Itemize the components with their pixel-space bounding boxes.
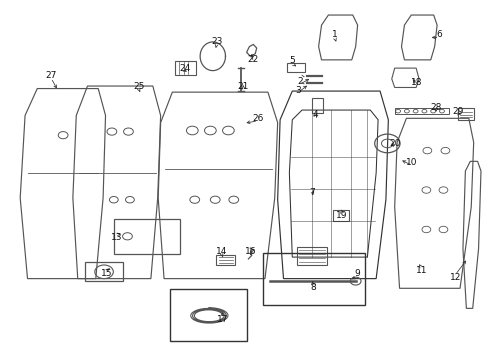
Bar	[394, 108, 448, 114]
Text: 29: 29	[451, 107, 463, 116]
Text: 11: 11	[415, 266, 427, 275]
Text: 26: 26	[252, 114, 264, 123]
Text: 17: 17	[216, 315, 228, 324]
Text: 8: 8	[309, 283, 315, 292]
Text: 27: 27	[45, 71, 57, 80]
Text: 28: 28	[429, 103, 441, 112]
Text: 12: 12	[448, 273, 460, 282]
Bar	[170, 289, 247, 341]
Text: 13: 13	[111, 233, 122, 242]
Bar	[297, 247, 327, 265]
Text: 14: 14	[216, 247, 227, 256]
Bar	[457, 108, 473, 120]
Text: 19: 19	[336, 211, 347, 220]
Text: 25: 25	[133, 82, 144, 91]
Text: 18: 18	[410, 78, 422, 87]
Bar	[263, 253, 365, 305]
Text: 22: 22	[247, 55, 258, 64]
Text: 10: 10	[405, 158, 417, 167]
Text: 6: 6	[436, 30, 442, 39]
Text: 24: 24	[179, 64, 190, 73]
Text: 7: 7	[308, 188, 314, 197]
Text: 1: 1	[331, 30, 337, 39]
Text: 16: 16	[244, 247, 256, 256]
Text: 21: 21	[237, 82, 249, 91]
Bar	[216, 255, 234, 265]
Text: 4: 4	[312, 110, 317, 119]
Bar	[175, 60, 195, 75]
Text: 3: 3	[295, 86, 301, 95]
Bar	[287, 63, 305, 72]
Bar	[311, 98, 322, 113]
Bar	[114, 220, 179, 253]
Text: 5: 5	[289, 57, 295, 66]
Text: 23: 23	[211, 37, 222, 46]
Bar	[332, 211, 348, 221]
Text: 9: 9	[353, 269, 359, 278]
Bar	[84, 262, 122, 281]
Text: 20: 20	[388, 139, 400, 148]
Text: 2: 2	[297, 77, 303, 86]
Text: 15: 15	[101, 269, 113, 278]
